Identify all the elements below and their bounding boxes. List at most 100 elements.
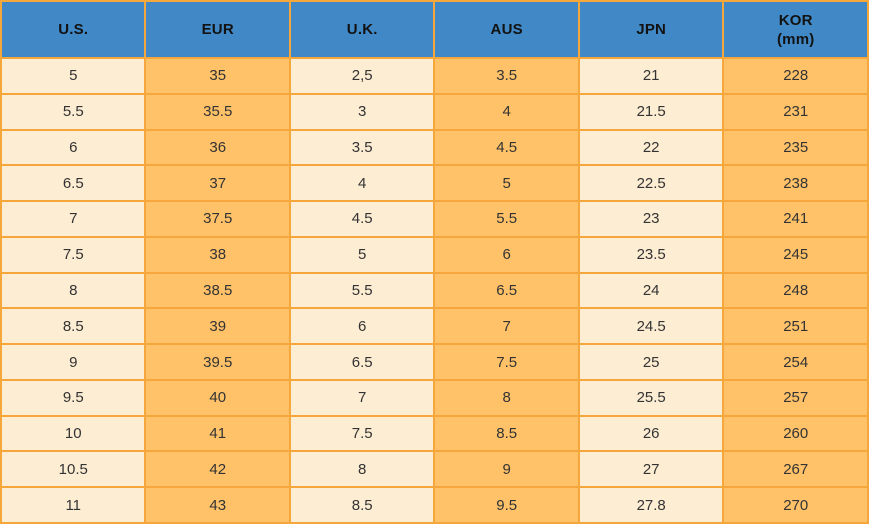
table-cell-uk: 7.5: [288, 414, 436, 453]
table-cell-jpn: 21: [577, 57, 725, 95]
table-cell-uk: 8: [288, 450, 436, 489]
table-cell-us: 8.5: [0, 307, 147, 346]
table-cell-jpn: 26: [577, 414, 725, 453]
table-cell-uk: 4.5: [288, 200, 436, 238]
table-cell-aus: 7.5: [433, 343, 580, 381]
table-cell-aus: 8: [433, 378, 580, 417]
table-cell-uk: 5.5: [288, 271, 436, 310]
table-cell-jpn: 24: [577, 271, 725, 310]
table-cell-aus: 5.5: [433, 200, 580, 238]
table-cell-eur: 38.5: [144, 271, 291, 310]
table-cell-kor: 245: [722, 235, 869, 274]
table-cell-us: 10: [0, 414, 147, 453]
table-cell-us: 7.5: [0, 235, 147, 274]
column-header-eur: EUR: [144, 0, 291, 59]
table-cell-jpn: 27.8: [577, 486, 725, 524]
table-cell-jpn: 22: [577, 128, 725, 167]
table-cell-aus: 9: [433, 450, 580, 489]
table-row: 7.5 38 5 6 23.5 245: [0, 235, 869, 274]
column-header-uk: U.K.: [288, 0, 436, 59]
table-row: 9.5 40 7 8 25.5 257: [0, 378, 869, 417]
table-cell-kor: 267: [722, 450, 869, 489]
table-cell-aus: 6.5: [433, 271, 580, 310]
table-cell-jpn: 21.5: [577, 92, 725, 131]
table-cell-kor: 270: [722, 486, 869, 524]
table-cell-us: 10.5: [0, 450, 147, 489]
column-header-kor-sublabel: (mm): [776, 30, 815, 48]
table-cell-uk: 3: [288, 92, 436, 131]
table-cell-aus: 8.5: [433, 414, 580, 453]
table-cell-kor: 251: [722, 307, 869, 346]
header-row: U.S. EUR U.K. AUS JPN KOR (mm): [0, 0, 869, 59]
table-cell-kor: 248: [722, 271, 869, 310]
table-row: 8 38.5 5.5 6.5 24 248: [0, 271, 869, 310]
table-cell-eur: 43: [144, 486, 291, 524]
table-cell-aus: 4: [433, 92, 580, 131]
table-row: 8.5 39 6 7 24.5 251: [0, 307, 869, 346]
table-cell-uk: 6.5: [288, 343, 436, 381]
column-header-kor-label: KOR: [778, 11, 813, 29]
table-cell-us: 9: [0, 343, 147, 381]
table-cell-aus: 9.5: [433, 486, 580, 524]
table-cell-jpn: 27: [577, 450, 725, 489]
table-cell-eur: 41: [144, 414, 291, 453]
table-row: 5 35 2,5 3.5 21 228: [0, 57, 869, 95]
column-header-kor: KOR (mm): [722, 0, 869, 59]
table-cell-jpn: 25.5: [577, 378, 725, 417]
table-cell-eur: 37: [144, 164, 291, 203]
table-cell-uk: 7: [288, 378, 436, 417]
column-header-us: U.S.: [0, 0, 147, 59]
table-cell-eur: 36: [144, 128, 291, 167]
table-cell-kor: 254: [722, 343, 869, 381]
table-cell-jpn: 25: [577, 343, 725, 381]
table-cell-kor: 257: [722, 378, 869, 417]
table-cell-uk: 2,5: [288, 57, 436, 95]
column-header-aus: AUS: [433, 0, 580, 59]
table-cell-aus: 7: [433, 307, 580, 346]
table-cell-eur: 35.5: [144, 92, 291, 131]
table-cell-us: 6: [0, 128, 147, 167]
table-cell-aus: 6: [433, 235, 580, 274]
table-row: 7 37.5 4.5 5.5 23 241: [0, 200, 869, 238]
table-row: 9 39.5 6.5 7.5 25 254: [0, 343, 869, 381]
table-cell-eur: 40: [144, 378, 291, 417]
table-row: 11 43 8.5 9.5 27.8 270: [0, 486, 869, 524]
table-cell-eur: 39: [144, 307, 291, 346]
table-row: 5.5 35.5 3 4 21.5 231: [0, 92, 869, 131]
column-header-jpn: JPN: [577, 0, 725, 59]
table-cell-uk: 5: [288, 235, 436, 274]
table-cell-kor: 238: [722, 164, 869, 203]
table-cell-kor: 260: [722, 414, 869, 453]
table-cell-uk: 3.5: [288, 128, 436, 167]
table-cell-us: 5: [0, 57, 147, 95]
table-cell-eur: 37.5: [144, 200, 291, 238]
table-body: 5 35 2,5 3.5 21 228 5.5 35.5 3 4 21.5 231 6 36 3.5 4.5 2…: [0, 57, 869, 524]
table-cell-jpn: 22.5: [577, 164, 725, 203]
table-cell-uk: 4: [288, 164, 436, 203]
table-cell-us: 8: [0, 271, 147, 310]
table-cell-jpn: 24.5: [577, 307, 725, 346]
table-header: U.S. EUR U.K. AUS JPN KOR (mm): [0, 0, 869, 59]
table-cell-kor: 235: [722, 128, 869, 167]
table-row: 6 36 3.5 4.5 22 235: [0, 128, 869, 167]
table-cell-jpn: 23: [577, 200, 725, 238]
table-cell-uk: 6: [288, 307, 436, 346]
table-cell-aus: 5: [433, 164, 580, 203]
table-cell-kor: 228: [722, 57, 869, 95]
table-cell-aus: 4.5: [433, 128, 580, 167]
table-cell-us: 5.5: [0, 92, 147, 131]
table-cell-us: 7: [0, 200, 147, 238]
table-row: 10 41 7.5 8.5 26 260: [0, 414, 869, 453]
table-cell-eur: 35: [144, 57, 291, 95]
table-cell-us: 9.5: [0, 378, 147, 417]
table-cell-eur: 39.5: [144, 343, 291, 381]
table-cell-kor: 231: [722, 92, 869, 131]
table-cell-aus: 3.5: [433, 57, 580, 95]
table-row: 10.5 42 8 9 27 267: [0, 450, 869, 489]
table-cell-kor: 241: [722, 200, 869, 238]
table-cell-us: 11: [0, 486, 147, 524]
table-cell-jpn: 23.5: [577, 235, 725, 274]
table-cell-us: 6.5: [0, 164, 147, 203]
table-row: 6.5 37 4 5 22.5 238: [0, 164, 869, 203]
